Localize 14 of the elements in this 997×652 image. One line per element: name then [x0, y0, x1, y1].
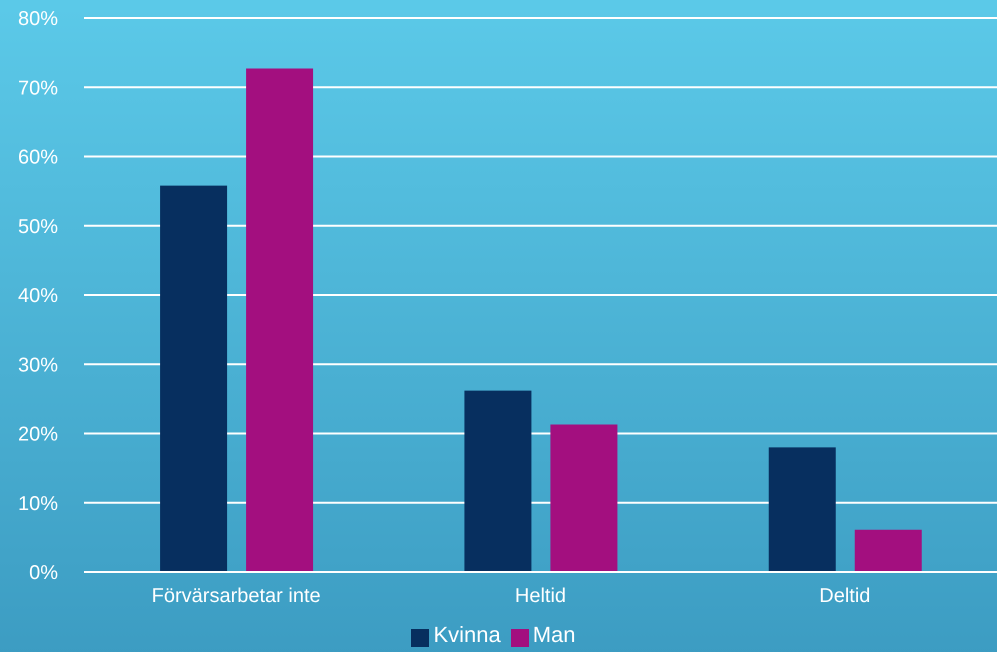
legend-label: Kvinna: [433, 622, 501, 647]
y-tick-label: 0%: [29, 562, 58, 584]
legend-label: Man: [532, 622, 576, 647]
x-tick-label: Heltid: [514, 585, 566, 608]
x-tick-label: Deltid: [819, 585, 870, 608]
y-tick-label: 30%: [18, 354, 58, 376]
y-tick-label: 70%: [18, 77, 58, 100]
y-tick-label: 50%: [18, 216, 58, 238]
y-tick-label: 20%: [18, 424, 58, 446]
y-tick-label: 10%: [18, 492, 58, 515]
x-tick-label: Förvärsarbetar inte: [152, 585, 321, 608]
y-tick-label: 40%: [18, 285, 58, 308]
y-tick-label: 60%: [18, 146, 58, 169]
y-tick-label: 80%: [18, 8, 58, 30]
